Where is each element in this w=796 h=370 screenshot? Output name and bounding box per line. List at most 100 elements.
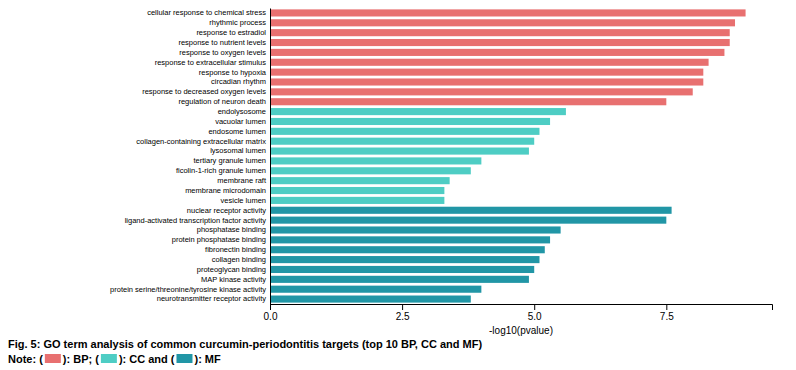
y-tick: membrane microdomain [185, 186, 270, 195]
y-tick: protein phosphatase binding [172, 235, 270, 244]
bar [270, 207, 672, 214]
bar [270, 246, 545, 253]
y-tick: vacuolar lumen [215, 117, 270, 126]
x-tick: 5.0 [528, 304, 542, 322]
note-text: ): CC and ( [119, 353, 175, 365]
tick-label: protein serine/threonine/tyrosine kinase… [110, 285, 266, 294]
y-tick: response to hypoxia [199, 68, 270, 77]
bar [270, 276, 529, 283]
bar [270, 236, 550, 243]
tick-label: endolysosome [218, 107, 266, 116]
y-tick: ficolin-1-rich granule lumen [176, 166, 270, 175]
tick-label: response to nutrient levels [178, 38, 266, 47]
x-tick: 2.5 [396, 304, 410, 322]
chart: 0.0 2.5 5.0 7.5 neurotransmitter receptor ac… [0, 0, 796, 370]
bar [270, 39, 730, 46]
y-tick: response to nutrient levels [178, 38, 270, 47]
tick-label: collagen-containing extracellular matrix [136, 137, 266, 146]
tick-label: response to hypoxia [199, 68, 267, 77]
tick-mark [534, 304, 535, 310]
axis-line [271, 305, 773, 311]
y-tick: phosphatase binding [197, 225, 270, 234]
y-axis: neurotransmitter receptor activityprotei… [110, 8, 270, 304]
tick-mark [666, 304, 667, 310]
y-tick: MAP kinase activity [201, 275, 270, 284]
bar [270, 197, 444, 204]
y-tick: ligand-activated transcription factor ac… [125, 216, 270, 225]
bar [270, 167, 471, 174]
y-tick: collagen binding [212, 255, 270, 264]
tick-label: regulation of neuron death [178, 97, 266, 106]
note-text: ): BP; ( [63, 353, 99, 365]
tick-label: 7.5 [660, 311, 674, 322]
y-tick: circadian rhythm [211, 77, 270, 86]
tick-label: lysosomal lumen [210, 146, 266, 155]
plot: 0.0 2.5 5.0 7.5 neurotransmitter receptor ac… [110, 8, 772, 322]
y-tick: endosome lumen [208, 127, 270, 136]
tick-label: proteoglycan binding [197, 265, 266, 274]
y-tick: proteoglycan binding [197, 265, 270, 274]
note-text: ): MF [194, 353, 221, 365]
tick-label: response to extracellular stimulus [155, 58, 267, 67]
y-tick: regulation of neuron death [178, 97, 270, 106]
bar [270, 286, 481, 293]
tick-label: ficolin-1-rich granule lumen [176, 166, 266, 175]
bar [270, 226, 561, 233]
tick-label: circadian rhythm [211, 77, 266, 86]
bar [270, 177, 450, 184]
bar [270, 88, 693, 95]
x-axis: 0.0 2.5 5.0 7.5 [264, 304, 773, 322]
bar [270, 266, 534, 273]
tick-label: ligand-activated transcription factor ac… [125, 216, 267, 225]
x-axis-title: -log10(pvalue) [489, 325, 553, 336]
tick-label: nuclear receptor activity [187, 206, 266, 215]
tick-mark [402, 304, 403, 310]
y-tick: response to extracellular stimulus [155, 58, 270, 67]
x-tick: 7.5 [660, 304, 674, 322]
bar [270, 148, 529, 155]
y-tick: endolysosome [218, 107, 270, 116]
y-tick: fibronectin binding [205, 245, 270, 254]
tick-label: neurotransmitter receptor activity [157, 294, 266, 303]
tick-label: cellular response to chemical stress [147, 8, 266, 17]
tick-label: response to oxygen levels [179, 48, 266, 57]
y-tick: response to estradiol [196, 28, 270, 37]
tick-mark [270, 304, 271, 310]
caption: Fig. 5: GO term analysis of common curcu… [8, 338, 482, 350]
bar [270, 69, 703, 76]
y-tick: protein serine/threonine/tyrosine kinase… [110, 285, 270, 294]
tick-label: vacuolar lumen [215, 117, 266, 126]
legend-swatch [176, 354, 192, 363]
tick-label: MAP kinase activity [201, 275, 266, 284]
note: Note: (): BP; (): CC and (): MF [8, 353, 221, 365]
y-tick: response to decreased oxygen levels [142, 87, 270, 96]
y-tick: response to oxygen levels [179, 48, 270, 57]
y-tick: nuclear receptor activity [187, 206, 270, 215]
y-tick: neurotransmitter receptor activity [157, 294, 270, 303]
tick-label: 0.0 [264, 311, 278, 322]
tick-label: fibronectin binding [205, 245, 266, 254]
tick-label: phosphatase binding [197, 225, 266, 234]
tick-label: protein phosphatase binding [172, 235, 266, 244]
tick-label: collagen binding [212, 255, 266, 264]
tick-label: membrane raft [217, 176, 267, 185]
x-tick: 0.0 [264, 304, 278, 322]
bar [270, 78, 703, 85]
bar [270, 296, 471, 303]
bar [270, 19, 735, 26]
tick-label: membrane microdomain [185, 186, 266, 195]
tick-label: rhythmic process [209, 18, 266, 27]
bar [270, 108, 566, 115]
bar [270, 29, 730, 36]
y-tick: tertiary granule lumen [193, 156, 270, 165]
bar [270, 59, 709, 66]
y-tick: collagen-containing extracellular matrix [136, 137, 270, 146]
tick-label: endosome lumen [208, 127, 266, 136]
bar [270, 217, 666, 224]
tick-label: response to decreased oxygen levels [142, 87, 266, 96]
bar [270, 98, 666, 105]
axis-line [270, 9, 271, 305]
y-tick: cellular response to chemical stress [147, 8, 270, 17]
bars [270, 9, 746, 302]
bar [270, 128, 539, 135]
